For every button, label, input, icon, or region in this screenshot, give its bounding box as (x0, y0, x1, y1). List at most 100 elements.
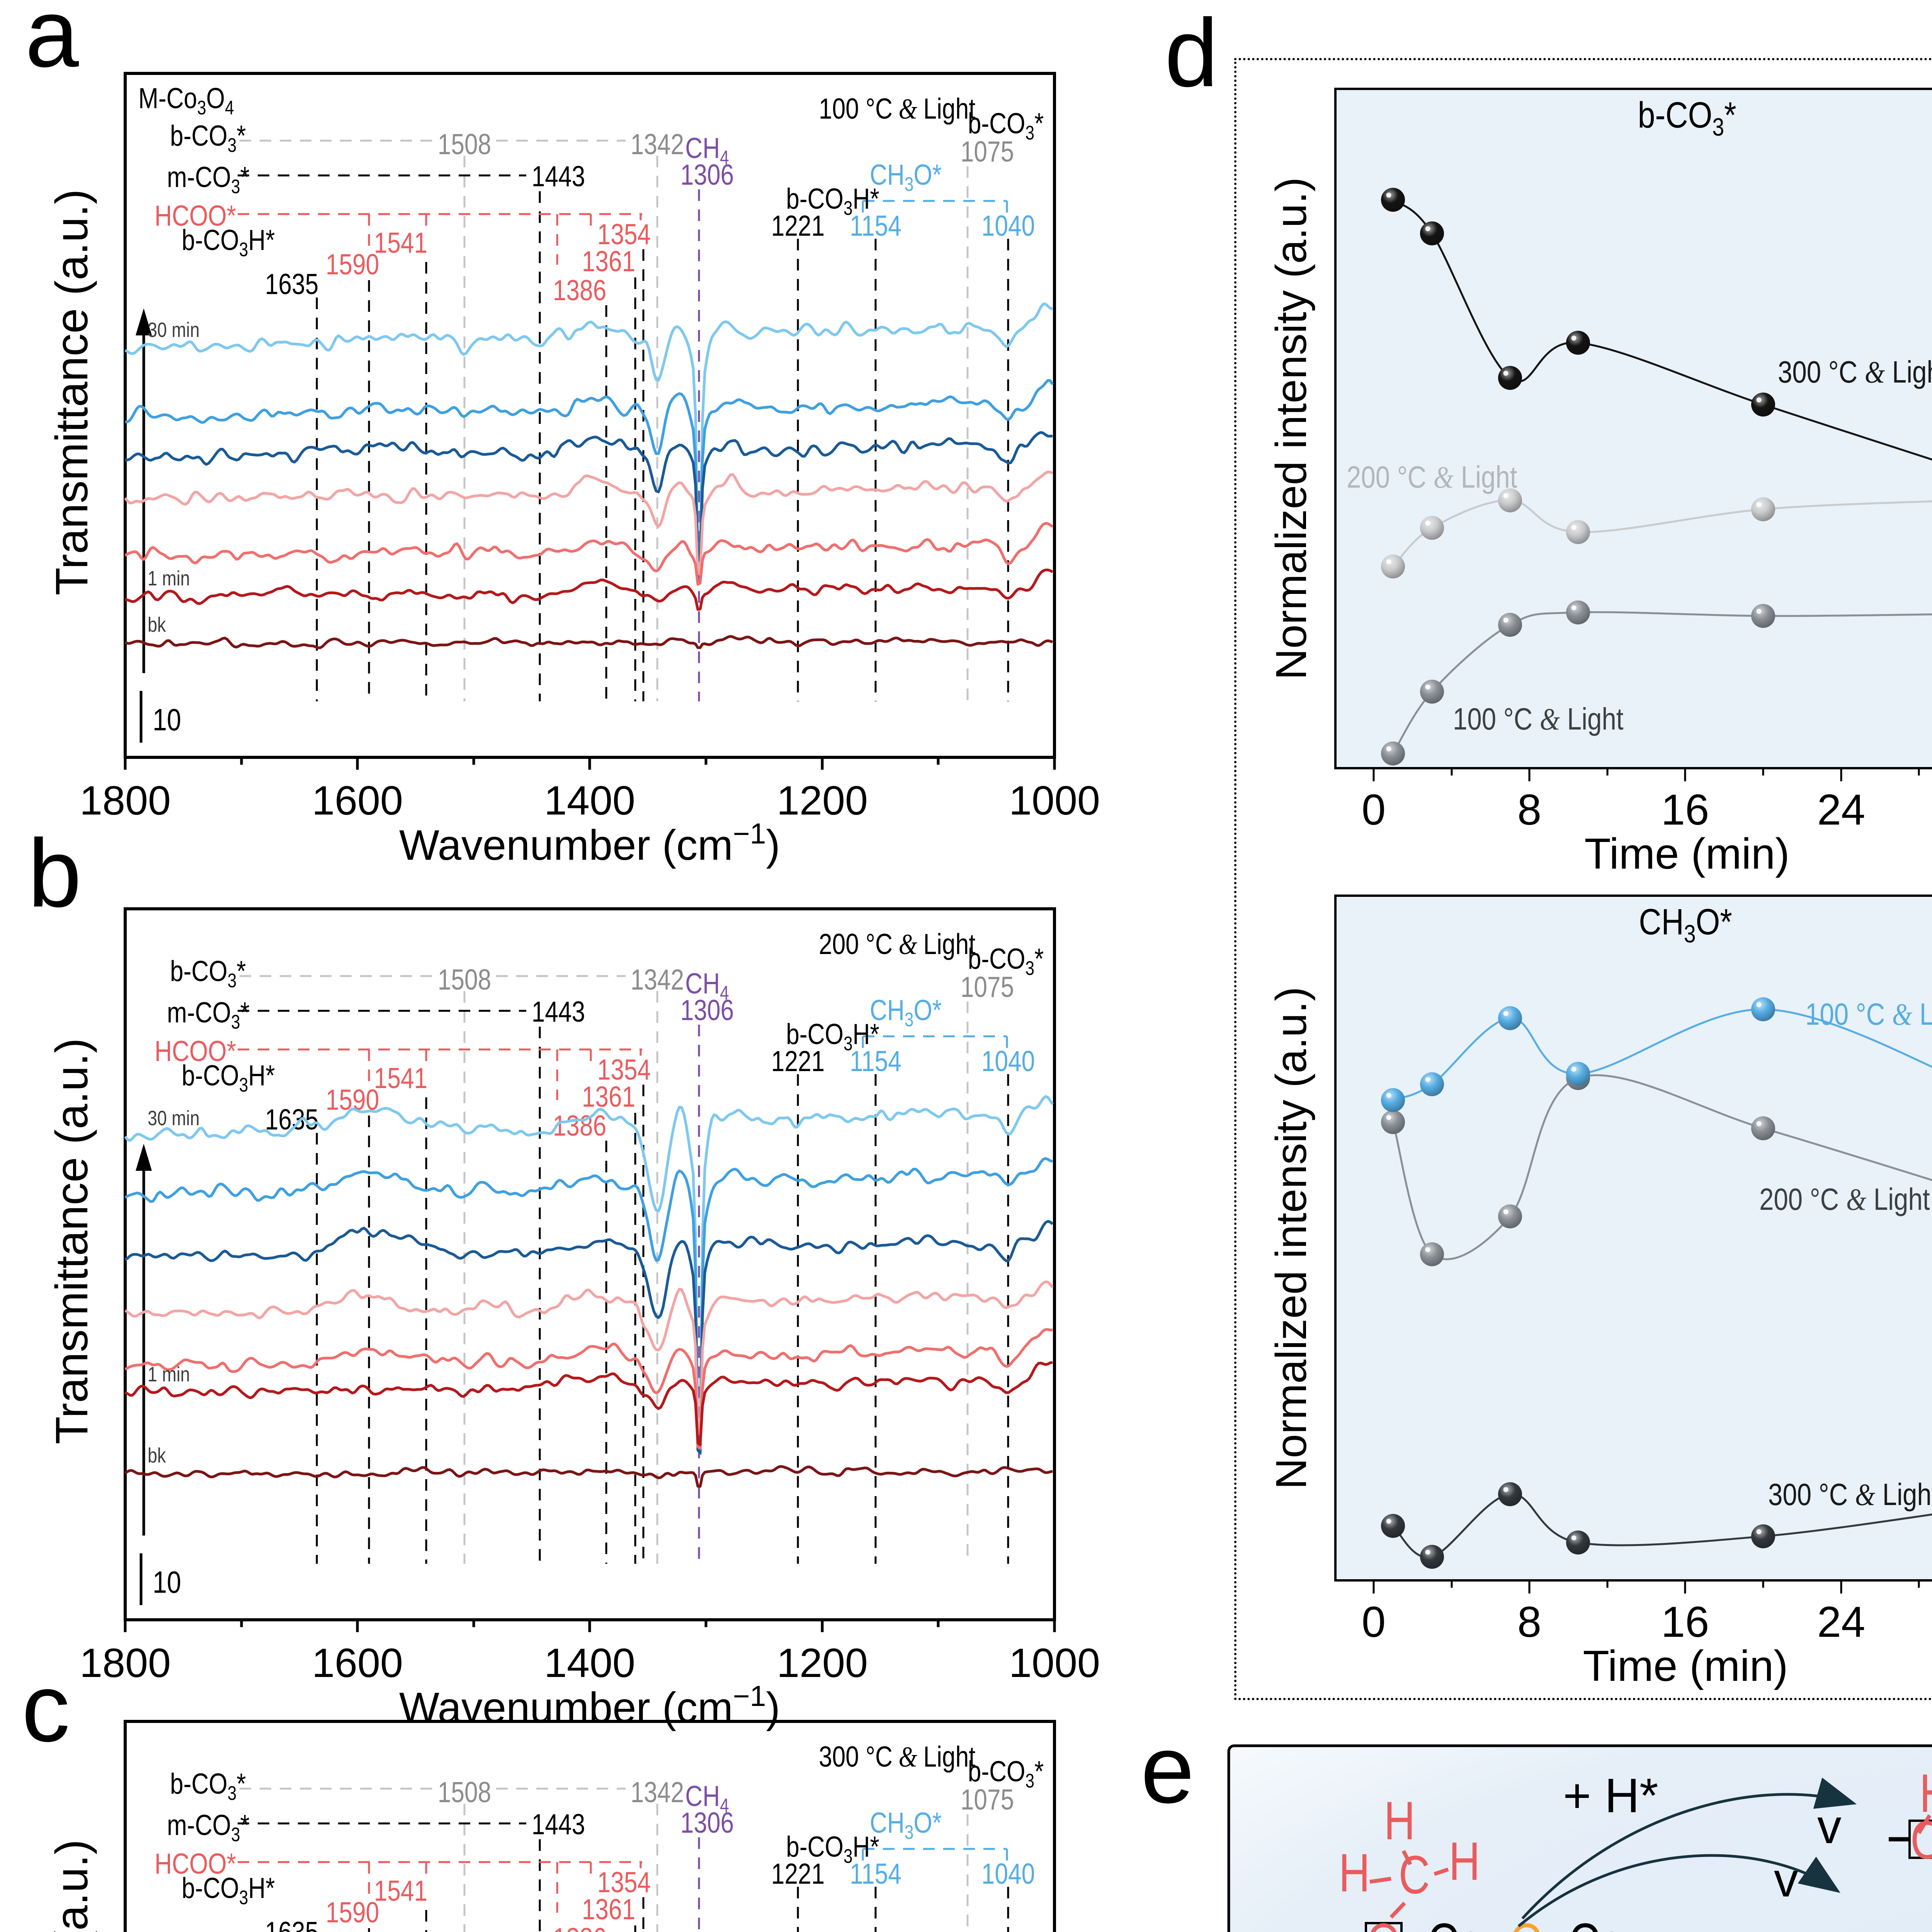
svg-text:1075: 1075 (961, 136, 1014, 168)
svg-text:1508: 1508 (438, 128, 491, 161)
svg-text:1000: 1000 (1009, 778, 1100, 823)
svg-text:a: a (25, 0, 79, 87)
svg-text:30 min: 30 min (148, 318, 199, 342)
svg-text:b-CO3*: b-CO3* (170, 955, 246, 992)
svg-text:1361: 1361 (582, 245, 635, 278)
svg-text:100 °C & Light: 100 °C & Light (1453, 701, 1623, 736)
svg-text:1342: 1342 (631, 964, 684, 996)
svg-text:Co: Co (1568, 1912, 1624, 1932)
svg-text:HCOO*: HCOO* (155, 200, 236, 232)
svg-text:1361: 1361 (582, 1893, 635, 1926)
svg-text:1306: 1306 (680, 159, 734, 191)
svg-text:1075: 1075 (961, 1784, 1014, 1816)
svg-text:1 min: 1 min (148, 566, 190, 590)
svg-text:CH3O*: CH3O* (1639, 901, 1732, 948)
svg-text:Co: Co (1427, 1912, 1483, 1932)
svg-text:1443: 1443 (532, 160, 585, 193)
svg-text:1541: 1541 (374, 1062, 427, 1095)
svg-text:Wavenumber (cm−1): Wavenumber (cm−1) (399, 817, 780, 869)
svg-text:1342: 1342 (631, 128, 684, 161)
svg-text:1306: 1306 (680, 994, 734, 1027)
svg-text:0: 0 (1362, 786, 1386, 834)
svg-text:H: H (1339, 1842, 1370, 1903)
svg-text:8: 8 (1517, 786, 1541, 834)
svg-text:1590: 1590 (326, 248, 379, 281)
svg-text:100 °C & Light: 100 °C & Light (819, 93, 975, 125)
svg-text:Transmittance (a.u.): Transmittance (a.u.) (46, 1038, 97, 1444)
svg-text:M-Co3O4: M-Co3O4 (138, 82, 234, 119)
svg-text:30 min: 30 min (148, 1106, 199, 1130)
svg-text:1354: 1354 (597, 1866, 651, 1899)
svg-text:1508: 1508 (438, 964, 491, 996)
svg-text:CH4: CH4 (685, 1780, 729, 1816)
svg-text:Wavenumber (cm−1): Wavenumber (cm−1) (399, 1680, 780, 1731)
svg-text:1221: 1221 (771, 1045, 825, 1078)
svg-text:1400: 1400 (544, 778, 635, 823)
svg-text:8: 8 (1517, 1598, 1541, 1646)
svg-text:1386: 1386 (553, 1110, 606, 1142)
svg-text:1221: 1221 (771, 210, 825, 242)
svg-text:1635: 1635 (265, 1916, 318, 1932)
svg-text:1800: 1800 (80, 1640, 171, 1686)
svg-text:1400: 1400 (544, 1640, 635, 1686)
svg-text:1200: 1200 (777, 778, 868, 823)
svg-text:e: e (1141, 1715, 1194, 1823)
svg-text:H: H (1384, 1790, 1415, 1851)
svg-text:H: H (1920, 1763, 1932, 1823)
svg-text:1590: 1590 (326, 1896, 379, 1929)
svg-text:c: c (22, 1654, 70, 1762)
svg-text:1541: 1541 (374, 1875, 427, 1907)
svg-text:1443: 1443 (532, 996, 585, 1028)
svg-text:Transmittance (a.u.): Transmittance (a.u.) (46, 1839, 97, 1932)
svg-text:b-CO3*: b-CO3* (1638, 94, 1736, 141)
svg-text:1 min: 1 min (148, 1362, 190, 1386)
svg-text:CH3O*: CH3O* (870, 994, 942, 1031)
svg-text:bk: bk (148, 613, 166, 636)
svg-text:CH3O*: CH3O* (870, 159, 942, 195)
svg-text:1154: 1154 (850, 1858, 901, 1890)
svg-text:Normalized intensity (a.u.): Normalized intensity (a.u.) (1267, 987, 1315, 1490)
svg-text:1354: 1354 (597, 1054, 651, 1086)
svg-text:1600: 1600 (312, 1640, 403, 1686)
svg-text:b-CO3H*: b-CO3H* (786, 1018, 879, 1054)
svg-text:Time (min): Time (min) (1585, 830, 1790, 878)
svg-text:16: 16 (1661, 786, 1709, 834)
svg-text:1386: 1386 (553, 1922, 606, 1932)
svg-text:300 °C & Light: 300 °C & Light (819, 1741, 975, 1773)
svg-text:1386: 1386 (553, 274, 606, 307)
svg-text:m-CO3*: m-CO3* (167, 161, 250, 197)
svg-text:CH4: CH4 (685, 968, 729, 1004)
svg-text:100 °C & Light: 100 °C & Light (1805, 997, 1932, 1031)
svg-text:b-CO3*: b-CO3* (968, 943, 1044, 979)
svg-text:24: 24 (1817, 1598, 1866, 1646)
svg-text:b-CO3H*: b-CO3H* (182, 224, 275, 260)
svg-text:v: v (1817, 1800, 1842, 1854)
svg-text:1635: 1635 (265, 268, 318, 301)
svg-text:H: H (1449, 1831, 1480, 1891)
svg-text:CH4: CH4 (685, 132, 729, 168)
svg-text:1541: 1541 (374, 227, 427, 259)
svg-text:m-CO3*: m-CO3* (167, 1809, 250, 1845)
svg-text:1443: 1443 (532, 1808, 585, 1841)
svg-text:300 °C & Light: 300 °C & Light (1778, 354, 1932, 389)
svg-text:HCOO*: HCOO* (155, 1848, 236, 1880)
svg-text:200 °C & Light: 200 °C & Light (819, 928, 975, 961)
svg-text:bk: bk (148, 1444, 166, 1467)
svg-text:Normalized intensity (a.u.): Normalized intensity (a.u.) (1267, 177, 1315, 680)
svg-text:1154: 1154 (850, 1045, 901, 1078)
svg-text:300 °C & Light: 300 °C & Light (1768, 1477, 1932, 1512)
svg-text:b-CO3H*: b-CO3H* (182, 1060, 275, 1096)
svg-text:b-CO3H*: b-CO3H* (786, 1831, 879, 1867)
svg-text:1508: 1508 (438, 1776, 491, 1809)
svg-text:b-CO3*: b-CO3* (968, 107, 1044, 144)
svg-text:200 °C & Light: 200 °C & Light (1347, 459, 1517, 494)
svg-text:CH3O*: CH3O* (870, 1807, 942, 1843)
svg-text:200 °C & Light: 200 °C & Light (1759, 1182, 1930, 1216)
svg-text:0: 0 (1362, 1598, 1386, 1646)
svg-text:24: 24 (1817, 786, 1866, 834)
svg-text:b-CO3H*: b-CO3H* (786, 183, 879, 219)
svg-text:b-CO3*: b-CO3* (170, 120, 246, 156)
svg-text:1000: 1000 (1009, 1640, 1100, 1686)
svg-text:v: v (1774, 1853, 1798, 1907)
svg-text:+ H*: + H* (1563, 1769, 1658, 1823)
